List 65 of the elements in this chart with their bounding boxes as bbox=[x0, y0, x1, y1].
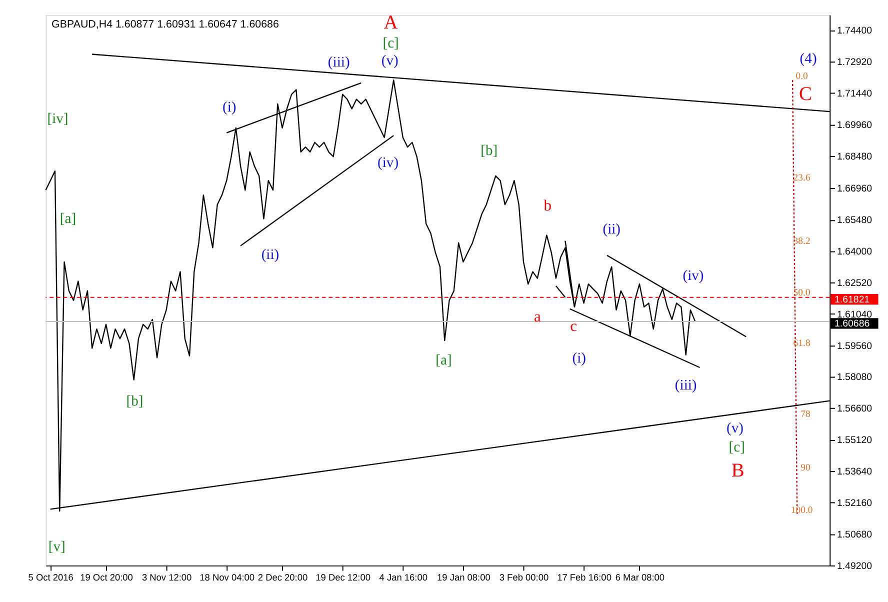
y-tick-label: 1.49200 bbox=[836, 560, 873, 572]
annotation: (4) bbox=[800, 50, 817, 67]
annotation: [c] bbox=[728, 440, 745, 456]
y-tick-label: 1.59560 bbox=[836, 340, 873, 352]
ref-line-label: 1.60686 bbox=[834, 318, 870, 330]
x-tick-label: 19 Dec 12:00 bbox=[316, 572, 370, 583]
x-tick-label: 3 Feb 00:00 bbox=[499, 572, 549, 583]
y-tick-label: 1.68480 bbox=[836, 151, 873, 162]
y-tick-label: 1.74400 bbox=[836, 26, 873, 37]
y-tick-label: 1.72920 bbox=[836, 57, 873, 68]
x-tick-label: 4 Jan 16:00 bbox=[379, 572, 428, 583]
annotation: (i) bbox=[572, 350, 586, 367]
annotation: 0.0 bbox=[796, 71, 808, 82]
y-tick-label: 1.62520 bbox=[836, 278, 873, 289]
x-tick-label: 5 Oct 2016 bbox=[28, 572, 74, 583]
annotation: [b] bbox=[126, 394, 144, 410]
annotation: [iv] bbox=[47, 111, 68, 128]
y-tick-label: 1.56600 bbox=[836, 404, 873, 415]
y-tick-label: 1.53640 bbox=[836, 466, 873, 478]
chart-title: GBPAUD,H4 1.60877 1.60931 1.60647 1.60686 bbox=[52, 18, 279, 31]
annotation: [a] bbox=[60, 210, 76, 227]
annotation: (v) bbox=[726, 420, 744, 436]
x-tick-label: 2 Dec 20:00 bbox=[258, 572, 308, 583]
y-tick-label: 1.71440 bbox=[836, 88, 873, 100]
ref-line-label: 1.61821 bbox=[834, 294, 870, 306]
y-tick-label: 1.50680 bbox=[836, 529, 873, 540]
annotation: a bbox=[534, 308, 541, 326]
annotation: A bbox=[384, 12, 398, 34]
y-tick-label: 1.69960 bbox=[836, 120, 873, 131]
annotation: 61.8 bbox=[793, 338, 810, 350]
y-tick-label: 1.52160 bbox=[836, 498, 873, 509]
annotation: [a] bbox=[436, 352, 452, 368]
y-tick-label: 1.64000 bbox=[836, 246, 873, 258]
annotation: b bbox=[544, 197, 552, 214]
annotation: [c] bbox=[382, 36, 399, 52]
x-tick-label: 18 Nov 04:00 bbox=[200, 572, 255, 583]
annotation: C bbox=[799, 84, 812, 106]
x-tick-label: 3 Nov 12:00 bbox=[142, 572, 192, 583]
x-tick-label: 19 Jan 08:00 bbox=[437, 572, 490, 583]
annotation: 78 bbox=[800, 409, 811, 420]
y-tick-label: 1.65480 bbox=[836, 215, 873, 226]
annotation: (iv) bbox=[378, 155, 399, 172]
annotation: B bbox=[731, 460, 744, 482]
annotation: [b] bbox=[480, 142, 498, 159]
x-tick-label: 19 Oct 20:00 bbox=[80, 572, 133, 583]
annotation: 100.0 bbox=[790, 504, 813, 516]
annotation: (ii) bbox=[602, 221, 621, 238]
x-tick-label: 6 Mar 08:00 bbox=[615, 572, 665, 583]
annotation: 90 bbox=[800, 462, 811, 474]
annotation: (iv) bbox=[682, 268, 704, 284]
y-tick-label: 1.66960 bbox=[836, 184, 873, 195]
x-tick-label: 17 Feb 16:00 bbox=[557, 572, 612, 583]
annotation: c bbox=[570, 318, 578, 335]
annotation: [v] bbox=[48, 539, 66, 556]
y-tick-label: 1.55120 bbox=[836, 435, 873, 446]
annotation: (v) bbox=[381, 52, 399, 69]
annotation: (ii) bbox=[261, 247, 280, 264]
y-tick-label: 1.61040 bbox=[836, 309, 873, 320]
annotation: 23.6 bbox=[793, 172, 810, 184]
annotation: 50.0 bbox=[793, 288, 810, 299]
annotation: (iii) bbox=[328, 54, 350, 71]
y-tick-label: 1.58080 bbox=[836, 372, 873, 384]
annotation: (iii) bbox=[674, 377, 697, 394]
annotation: 38.2 bbox=[793, 236, 810, 247]
annotation: (i) bbox=[222, 100, 236, 116]
